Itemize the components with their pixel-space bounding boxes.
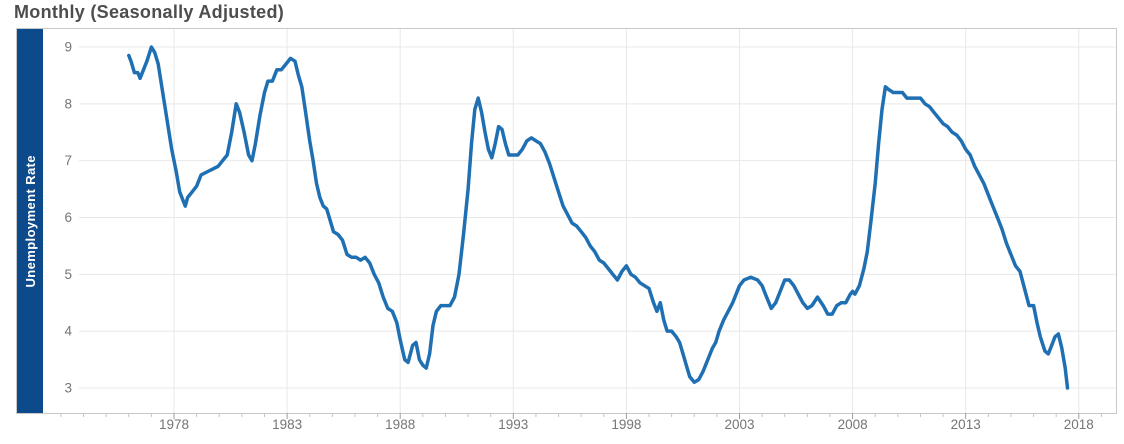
unemployment-rate-line <box>127 45 1070 390</box>
y-tick-label: 8 <box>64 96 72 111</box>
x-tick-label: 1983 <box>272 417 302 432</box>
y-axis-label: Unemployment Rate <box>22 154 38 288</box>
x-tick-label: 1988 <box>385 417 415 432</box>
x-tick-label: 2018 <box>1064 417 1094 432</box>
chart-title: Monthly (Seasonally Adjusted) <box>14 2 285 22</box>
x-tick-label: 1998 <box>611 417 641 432</box>
chart-container: Unemployment Rate 9 8 7 6 5 4 3 1978 1983 1988 199… <box>16 28 1117 432</box>
x-tick-label: 1978 <box>159 417 189 432</box>
y-tick-label: 4 <box>64 324 72 339</box>
x-tick-label: 1993 <box>498 417 528 432</box>
y-tick-label: 7 <box>64 153 72 168</box>
y-tick-label: 6 <box>64 210 72 225</box>
x-tick-label: 2013 <box>951 417 981 432</box>
x-tick-label: 2003 <box>724 417 754 432</box>
y-tick-label: 5 <box>64 267 72 282</box>
y-tick-label: 3 <box>64 380 72 395</box>
y-tick-label: 9 <box>64 40 72 55</box>
line-chart-plot: 9 8 7 6 5 4 3 1978 1983 1988 1993 1998 2003 2008 2013 2… <box>60 29 1116 432</box>
x-tick-label: 2008 <box>838 417 868 432</box>
y-axis-band: Unemployment Rate <box>17 29 43 413</box>
